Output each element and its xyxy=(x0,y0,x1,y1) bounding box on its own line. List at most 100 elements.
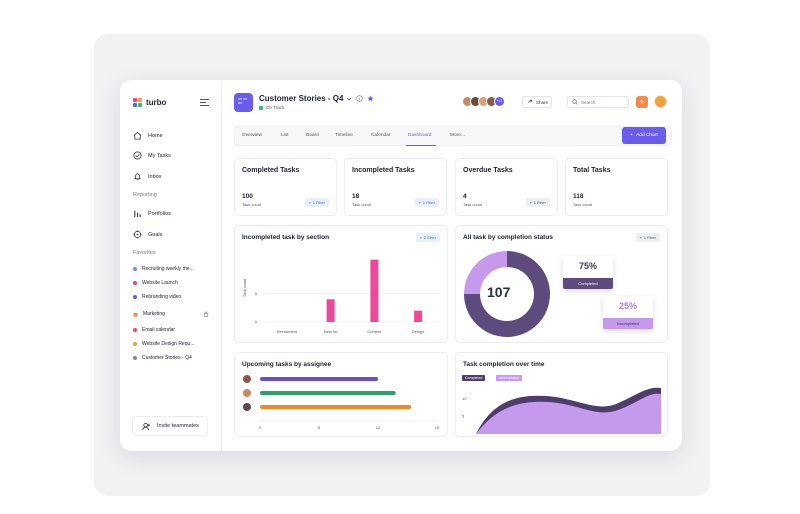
active-tab-indicator xyxy=(406,145,436,146)
stat-value: 118 xyxy=(573,193,584,200)
favorite-item[interactable]: Marketing xyxy=(133,311,209,317)
reporting-section-title: Reporting xyxy=(133,192,157,198)
chart-card-incompleted-by-section[interactable]: Incompleted task by section ▿ 2 Filter Ta… xyxy=(234,225,448,343)
search-icon xyxy=(572,99,578,105)
bell-icon xyxy=(134,173,141,181)
favorite-item[interactable]: Email calendar xyxy=(133,327,175,333)
plus-icon: + xyxy=(630,133,634,138)
chart-card-upcoming-by-assignee[interactable]: Upcoming tasks by assignee 0 5 10 15 xyxy=(234,352,448,437)
incompleted-callout: 25% Incompleted xyxy=(603,296,653,329)
favorite-item[interactable]: Rebranding video xyxy=(133,294,181,300)
stat-card-overdue[interactable]: Overdue Tasks 4 Task count ▿ 1 Filter xyxy=(455,158,558,216)
favorite-label: Marketing xyxy=(143,311,165,317)
donut-center-value: 107 xyxy=(487,284,511,300)
filter-icon: ▿ xyxy=(308,200,311,205)
chevron-down-icon[interactable] xyxy=(346,96,352,102)
chart-card-completion-over-time[interactable]: Task completion over time Completed Inco… xyxy=(455,352,668,437)
chart-title: Incompleted task by section xyxy=(242,234,330,241)
favorite-item[interactable]: Website Launch xyxy=(133,280,178,286)
x-tick-label: Design xyxy=(412,329,424,334)
add-chart-label: Add Chart xyxy=(636,133,658,138)
invite-teammates-button[interactable]: Invite teammates xyxy=(132,416,208,436)
app-window: turbo Home My Tasks Inbox Reporting Port… xyxy=(120,80,682,451)
filter-label: 1 Filter xyxy=(533,200,546,205)
sidebar: turbo Home My Tasks Inbox Reporting Port… xyxy=(120,80,222,451)
search-input[interactable]: Search xyxy=(567,96,629,108)
assignee-bar xyxy=(260,405,412,409)
sidebar-item-label: My Tasks xyxy=(148,152,171,159)
share-button[interactable]: Share xyxy=(522,96,552,108)
x-tick-label: 10 xyxy=(376,425,381,430)
filter-badge[interactable]: ▿ 2 Filter xyxy=(415,233,440,242)
profile-avatar[interactable] xyxy=(654,95,667,108)
filter-badge[interactable]: ▿ 1 Filter xyxy=(635,233,660,242)
donut-slice xyxy=(464,251,507,294)
favorite-label: Rebranding video xyxy=(142,294,182,300)
check-circle-icon xyxy=(133,151,142,160)
chart-card-completion-status[interactable]: All task by completion status ▿ 1 Filter … xyxy=(455,225,668,343)
search-placeholder: Search xyxy=(581,99,596,105)
tab-calendar[interactable]: Calendar xyxy=(371,133,391,138)
stat-subtitle: Task count xyxy=(352,202,372,207)
sidebar-item-inbox[interactable]: Inbox xyxy=(133,172,161,181)
area-chart: 5 10 xyxy=(462,387,661,434)
tab-dashboard[interactable]: Dashboard xyxy=(408,133,432,138)
assignee-bar xyxy=(260,391,396,395)
member-avatars[interactable]: +11 xyxy=(462,96,505,107)
project-title: Customer Stories - Q4 xyxy=(259,94,344,103)
share-icon xyxy=(528,99,533,103)
sidebar-item-home[interactable]: Home xyxy=(133,131,163,140)
tab-list[interactable]: List xyxy=(281,133,289,138)
callout-label: Incompleted xyxy=(603,318,653,329)
sidebar-item-portfolios[interactable]: Portfolios xyxy=(133,209,171,218)
tab-overview[interactable]: Overview xyxy=(242,133,262,138)
filter-badge[interactable]: ▿ 1 Filter xyxy=(525,198,550,207)
add-chart-button[interactable]: + Add Chart xyxy=(622,127,666,144)
star-icon[interactable] xyxy=(367,95,374,102)
menu-toggle-icon[interactable] xyxy=(200,99,209,106)
y-tick-label: 0 xyxy=(255,320,258,325)
filter-label: 1 Filter xyxy=(643,235,656,240)
sidebar-item-goals[interactable]: Goals xyxy=(133,230,162,239)
stat-title: Total Tasks xyxy=(573,167,611,174)
quick-add-button[interactable]: + xyxy=(636,96,648,108)
favorite-item[interactable]: Website Design Requ... xyxy=(133,341,194,347)
legend-incompleted: Incompleted xyxy=(496,375,522,381)
bar xyxy=(414,310,423,322)
info-icon[interactable] xyxy=(356,95,363,102)
main-panel: SP OR BO Customer Stories - Q4 On Track … xyxy=(222,80,682,451)
stat-title: Completed Tasks xyxy=(242,167,300,174)
color-dot xyxy=(133,267,137,271)
brand-logo[interactable]: turbo xyxy=(133,98,166,107)
favorite-item[interactable]: Customer Stories - Q4 xyxy=(133,355,192,361)
tab-more[interactable]: More... xyxy=(450,133,465,138)
tab-timeline[interactable]: Timeline xyxy=(335,133,353,138)
callout-value: 75% xyxy=(578,261,597,271)
callout-label: Completed xyxy=(563,278,613,289)
share-label: Share xyxy=(536,99,549,105)
y-tick-label: 5 xyxy=(255,291,258,296)
filter-badge[interactable]: ▿ 1 Filter xyxy=(414,198,439,207)
add-user-icon xyxy=(142,422,151,430)
stat-card-incompleted[interactable]: Incompleted Tasks 18 Task count ▿ 1 Filte… xyxy=(344,158,447,216)
status-label: On Track xyxy=(266,105,285,110)
tab-board[interactable]: Board xyxy=(306,133,319,138)
donut-slice xyxy=(464,251,550,337)
chart-title: Upcoming tasks by assignee xyxy=(242,361,332,368)
sidebar-item-my-tasks[interactable]: My Tasks xyxy=(133,151,171,160)
project-status[interactable]: On Track xyxy=(259,105,284,110)
filter-label: 2 Filter xyxy=(423,235,436,240)
filter-badge[interactable]: ▿ 1 Filter xyxy=(304,198,329,207)
stat-title: Overdue Tasks xyxy=(463,167,513,174)
stat-card-completed[interactable]: Completed Tasks 100 Task count ▿ 1 Filter xyxy=(234,158,337,216)
favorite-label: Website Launch xyxy=(142,280,178,286)
chart-title: All task by completion status xyxy=(463,234,553,241)
x-tick-label: New for xyxy=(324,329,338,334)
favorite-label: Website Design Requ... xyxy=(142,341,195,347)
brand-name: turbo xyxy=(146,98,167,107)
favorite-item[interactable]: Recruiting weekly me... xyxy=(133,266,194,272)
color-dot xyxy=(133,281,137,285)
stat-subtitle: Task count xyxy=(242,202,262,207)
stat-card-total[interactable]: Total Tasks 118 Task count xyxy=(565,158,668,216)
y-tick-label: 10 xyxy=(462,396,467,401)
